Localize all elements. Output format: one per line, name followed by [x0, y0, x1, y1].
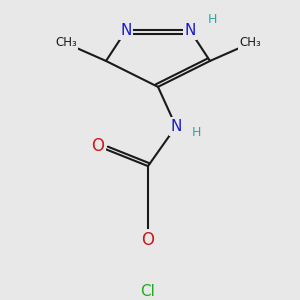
- Text: Cl: Cl: [141, 284, 155, 299]
- Text: N: N: [170, 119, 182, 134]
- Text: CH₃: CH₃: [55, 36, 77, 49]
- Text: CH₃: CH₃: [239, 36, 261, 49]
- Text: H: H: [191, 126, 201, 139]
- Text: N: N: [120, 23, 132, 38]
- Text: O: O: [92, 137, 104, 155]
- Text: O: O: [142, 231, 154, 249]
- Text: N: N: [184, 23, 196, 38]
- Text: H: H: [207, 13, 217, 26]
